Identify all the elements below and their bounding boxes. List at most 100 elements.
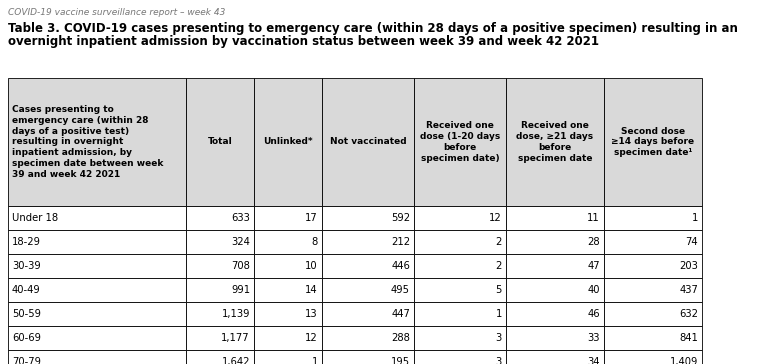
Bar [254, 350, 322, 364]
Bar [186, 278, 254, 302]
Bar [186, 350, 254, 364]
Text: overnight inpatient admission by vaccination status between week 39 and week 42 : overnight inpatient admission by vaccina… [8, 35, 599, 48]
Bar [506, 278, 604, 302]
Text: 70-79: 70-79 [12, 357, 41, 364]
Text: Received one
dose (1-20 days
before
specimen date): Received one dose (1-20 days before spec… [420, 121, 500, 163]
Bar [8, 78, 186, 206]
Bar [322, 326, 414, 350]
Bar [254, 302, 322, 326]
Bar [414, 78, 506, 206]
Bar [414, 254, 506, 278]
Text: COVID-19 vaccine surveillance report – week 43: COVID-19 vaccine surveillance report – w… [8, 8, 225, 17]
Text: 1: 1 [312, 357, 318, 364]
Text: 437: 437 [679, 285, 698, 295]
Text: Received one
dose, ≥21 days
before
specimen date: Received one dose, ≥21 days before speci… [516, 121, 594, 163]
Bar [506, 230, 604, 254]
Text: 8: 8 [312, 237, 318, 247]
Bar [8, 326, 186, 350]
Text: 47: 47 [588, 261, 600, 271]
Bar [186, 254, 254, 278]
Bar [322, 254, 414, 278]
Text: 212: 212 [391, 237, 410, 247]
Bar [8, 302, 186, 326]
Text: 46: 46 [588, 309, 600, 319]
Text: 203: 203 [679, 261, 698, 271]
Text: 50-59: 50-59 [12, 309, 41, 319]
Bar [8, 206, 186, 230]
Bar [506, 78, 604, 206]
Text: 11: 11 [588, 213, 600, 223]
Bar [8, 230, 186, 254]
Text: Unlinked*: Unlinked* [263, 138, 313, 146]
Text: 592: 592 [391, 213, 410, 223]
Bar [186, 78, 254, 206]
Bar [254, 206, 322, 230]
Text: 195: 195 [391, 357, 410, 364]
Bar [604, 254, 702, 278]
Text: 841: 841 [679, 333, 698, 343]
Text: 1: 1 [692, 213, 698, 223]
Bar [322, 278, 414, 302]
Text: 1,409: 1,409 [670, 357, 698, 364]
Text: 13: 13 [306, 309, 318, 319]
Bar [604, 302, 702, 326]
Bar [186, 230, 254, 254]
Text: 991: 991 [231, 285, 250, 295]
Text: 18-29: 18-29 [12, 237, 41, 247]
Bar [604, 78, 702, 206]
Text: 447: 447 [391, 309, 410, 319]
Bar [322, 230, 414, 254]
Bar [322, 78, 414, 206]
Text: 12: 12 [305, 333, 318, 343]
Bar [506, 326, 604, 350]
Bar [8, 278, 186, 302]
Text: 60-69: 60-69 [12, 333, 41, 343]
Bar [8, 350, 186, 364]
Text: Not vaccinated: Not vaccinated [329, 138, 406, 146]
Bar [322, 350, 414, 364]
Bar [506, 302, 604, 326]
Text: 74: 74 [685, 237, 698, 247]
Text: Second dose
≥14 days before
specimen date¹: Second dose ≥14 days before specimen dat… [611, 127, 694, 157]
Text: 3: 3 [496, 357, 502, 364]
Text: 495: 495 [391, 285, 410, 295]
Text: 288: 288 [391, 333, 410, 343]
Text: 1,177: 1,177 [221, 333, 250, 343]
Text: 3: 3 [496, 333, 502, 343]
Bar [254, 254, 322, 278]
Bar [414, 350, 506, 364]
Text: 33: 33 [588, 333, 600, 343]
Bar [186, 302, 254, 326]
Bar [506, 206, 604, 230]
Bar [414, 326, 506, 350]
Text: 2: 2 [495, 237, 502, 247]
Bar [254, 78, 322, 206]
Text: Under 18: Under 18 [12, 213, 58, 223]
Text: 17: 17 [305, 213, 318, 223]
Text: Table 3. COVID-19 cases presenting to emergency care (within 28 days of a positi: Table 3. COVID-19 cases presenting to em… [8, 22, 738, 35]
Text: 28: 28 [588, 237, 600, 247]
Bar [322, 206, 414, 230]
Bar [604, 278, 702, 302]
Bar [414, 206, 506, 230]
Text: 2: 2 [495, 261, 502, 271]
Bar [254, 326, 322, 350]
Text: 1: 1 [495, 309, 502, 319]
Bar [604, 326, 702, 350]
Text: Cases presenting to
emergency care (within 28
days of a positive test)
resulting: Cases presenting to emergency care (with… [12, 105, 164, 179]
Text: 12: 12 [489, 213, 502, 223]
Bar [414, 302, 506, 326]
Bar [254, 230, 322, 254]
Text: 40: 40 [588, 285, 600, 295]
Text: 14: 14 [306, 285, 318, 295]
Text: 30-39: 30-39 [12, 261, 41, 271]
Bar [414, 230, 506, 254]
Text: 5: 5 [495, 285, 502, 295]
Text: 34: 34 [588, 357, 600, 364]
Bar [506, 254, 604, 278]
Bar [186, 206, 254, 230]
Text: 1,139: 1,139 [221, 309, 250, 319]
Text: 10: 10 [306, 261, 318, 271]
Text: 446: 446 [391, 261, 410, 271]
Text: 708: 708 [231, 261, 250, 271]
